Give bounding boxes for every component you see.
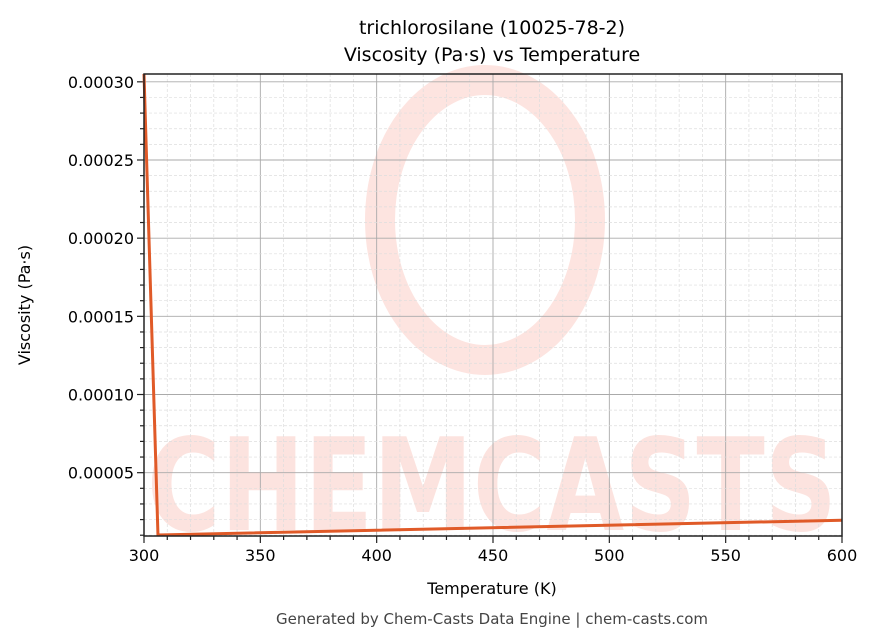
x-tick-label: 300 xyxy=(129,546,160,565)
x-tick-label: 600 xyxy=(827,546,858,565)
watermark-logo: CHEMCASTS xyxy=(147,65,837,561)
chart-title: trichlorosilane (10025-78-2) xyxy=(359,17,625,39)
x-axis-label: Temperature (K) xyxy=(426,579,556,598)
y-tick-label: 0.00025 xyxy=(68,151,134,170)
x-tick-label: 400 xyxy=(361,546,392,565)
x-tick-label: 500 xyxy=(594,546,625,565)
watermark-ring xyxy=(365,65,605,375)
chart-subtitle: Viscosity (Pa·s) vs Temperature xyxy=(344,44,640,66)
x-tick-label: 450 xyxy=(478,546,509,565)
y-tick-label: 0.00010 xyxy=(68,386,134,405)
x-tick-label: 350 xyxy=(245,546,276,565)
watermark-text: CHEMCASTS xyxy=(147,412,837,561)
series-line xyxy=(142,73,843,537)
plot-frame xyxy=(143,73,843,537)
y-tick-label: 0.00020 xyxy=(68,229,134,248)
y-tick-label: 0.00015 xyxy=(68,307,134,326)
footer-credit: Generated by Chem-Casts Data Engine | ch… xyxy=(276,610,708,628)
x-tick-label: 550 xyxy=(710,546,741,565)
y-axis-label: Viscosity (Pa·s) xyxy=(15,245,34,365)
y-tick-label: 0.00030 xyxy=(68,73,134,92)
y-tick-label: 0.00005 xyxy=(68,464,134,483)
